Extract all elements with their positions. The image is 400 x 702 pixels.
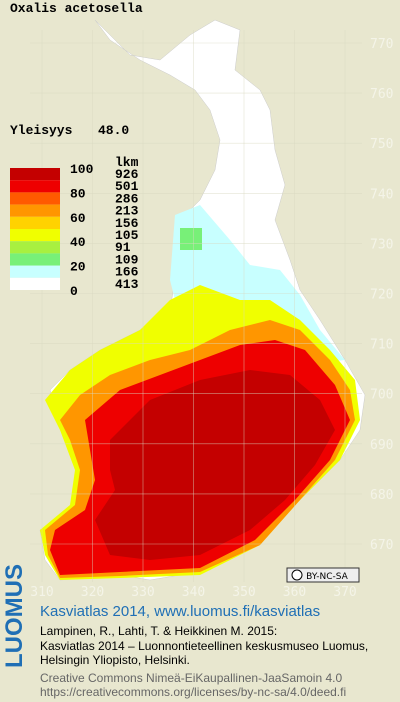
legend-swatch [10,204,60,217]
easting-label: 370 [333,585,356,600]
license-text: Creative Commons Nimeä-EiKaupallinen-Jaa… [40,671,342,685]
easting-label: 350 [232,585,255,600]
legend-swatch [10,180,60,193]
class-count: 413 [115,277,139,292]
species-title: Oxalis acetosella [10,1,143,16]
scale-label: 100 [70,162,94,177]
easting-label: 320 [81,585,104,600]
count-header: lkm [115,155,139,170]
land [39,19,366,581]
easting-label: 340 [182,585,205,600]
northing-label: 740 [370,187,393,202]
class-count: 91 [115,240,131,255]
class-count: 501 [115,179,139,194]
northing-label: 720 [370,288,393,303]
class-count: 926 [115,167,139,182]
northing-label: 670 [370,538,393,553]
legend-swatch [10,277,60,290]
legend-swatch [10,192,60,205]
legend-swatch [10,241,60,254]
legend-swatch [10,229,60,242]
footer-heading: Kasviatlas 2014, www.luomus.fi/kasviatla… [40,603,320,620]
class-count: 105 [115,228,139,243]
frequency-label: Yleisyys [10,123,73,138]
license-url: https://creativecommons.org/licenses/by-… [40,685,346,699]
northing-label: 770 [370,37,393,52]
class-count: 109 [115,252,139,267]
northing-label: 680 [370,488,393,503]
northing-label: 710 [370,338,393,353]
northing-label: 700 [370,388,393,403]
scale-label: 20 [70,260,86,275]
easting-label: 310 [30,585,53,600]
citation: Lampinen, R., Lahti, T. & Heikkinen M. 2… [40,624,277,638]
scale-label: 80 [70,186,86,201]
logo: LUOMUS [1,564,28,668]
scale-label: 40 [70,235,86,250]
frequency-value: 48.0 [98,123,129,138]
class-count: 286 [115,191,139,206]
scale-label: 0 [70,284,78,299]
grid: 770 760 750 740 730 720 710 700 690 680 670 310 320 3… [30,30,393,600]
northing-label: 730 [370,237,393,252]
easting-label: 360 [283,585,306,600]
class-count: 166 [115,265,139,280]
northing-label: 750 [370,137,393,152]
legend-swatch [10,216,60,229]
legend-swatch [10,168,60,181]
citation: Helsingin Yliopisto, Helsinki. [40,653,190,667]
citation: Kasviatlas 2014 – Luonnontieteellinen ke… [40,639,368,653]
license-badge-text: BY-NC-SA [306,572,349,582]
license-badge: BY-NC-SA [286,567,360,583]
dark-red-zone [95,370,335,560]
scale-label: 60 [70,211,86,226]
cyan-patch [180,228,202,250]
class-count: 213 [115,204,139,219]
legend-swatch [10,265,60,278]
legend-swatch [10,253,60,266]
cyan-patch [220,255,234,269]
northing-label: 690 [370,438,393,453]
class-count: 156 [115,216,139,231]
northing-label: 760 [370,87,393,102]
easting-label: 330 [131,585,154,600]
